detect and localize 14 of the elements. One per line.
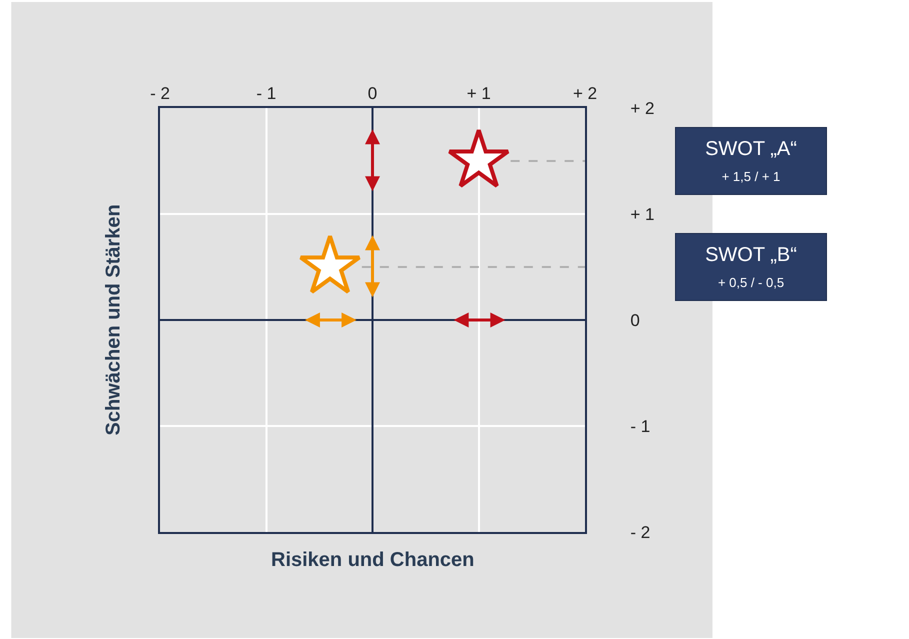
text: SWOT „A“ + 1,5 / + 1 [705,138,797,184]
y-tick-label: + 1 [630,204,655,224]
x-tick-label: - 2 [150,84,170,104]
y-axis-title: Schwächen und Stärken [102,204,124,436]
x-axis-title: Risiken und Chancen [271,549,474,571]
x-tick-label: 0 [368,84,378,104]
y-tick-label: - 1 [630,416,650,436]
x-tick-label: + 1 [466,84,491,104]
text: SWOT „B“ + 0,5 / - 0,5 [705,244,797,290]
y-tick-label: - 2 [630,522,650,542]
y-tick-label: + 2 [630,98,655,118]
y-tick-label: 0 [630,310,640,330]
x-tick-label: + 2 [572,84,598,104]
x-tick-label: - 1 [256,84,276,104]
